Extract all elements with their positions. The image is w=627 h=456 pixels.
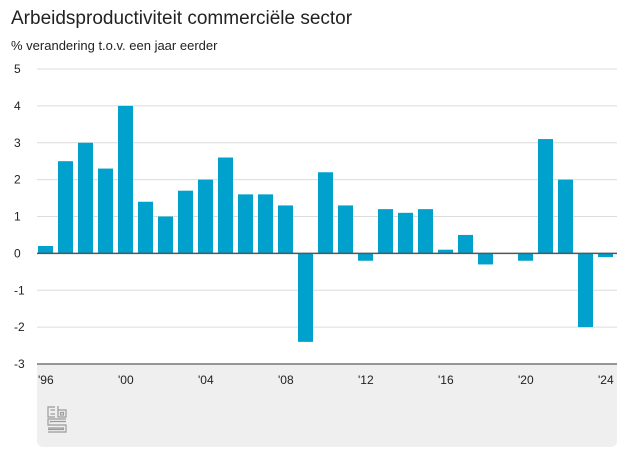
x-tick-label: '00 <box>118 373 134 387</box>
bar-2020 <box>518 253 533 261</box>
bar-2011 <box>338 205 353 254</box>
y-tick-label: -1 <box>14 283 25 297</box>
bar-2005 <box>218 157 233 254</box>
x-tick-label: '08 <box>278 373 294 387</box>
bar-1996 <box>38 246 53 254</box>
cbs-logo-icon <box>47 406 67 433</box>
bar-2015 <box>418 209 433 254</box>
bar-2018 <box>478 253 493 265</box>
x-tick-label: '16 <box>438 373 454 387</box>
bars <box>38 105 613 342</box>
axes <box>37 252 617 365</box>
y-tick-label: 4 <box>14 99 21 113</box>
bar-2000 <box>118 105 133 254</box>
x-tick-label: '12 <box>358 373 374 387</box>
bar-2008 <box>278 205 293 254</box>
y-tick-label: 1 <box>14 210 21 224</box>
bar-2006 <box>238 194 253 254</box>
footer-panel <box>37 364 617 447</box>
bar-2009 <box>298 253 313 342</box>
bar-2014 <box>398 212 413 254</box>
bar-1998 <box>78 142 93 254</box>
bar-2024 <box>598 253 613 258</box>
chart-title: Arbeidsproductiviteit commerciële sector <box>11 8 353 29</box>
y-tick-label: -3 <box>14 357 25 371</box>
x-tick-label: '96 <box>38 373 54 387</box>
y-tick-label: 2 <box>14 173 21 187</box>
x-tick-label: '20 <box>518 373 534 387</box>
bar-2022 <box>558 179 573 254</box>
bar-2023 <box>578 253 593 328</box>
bar-2012 <box>358 253 373 261</box>
y-axis-ticks: 5 4 3 2 1 0 -1 -2 -3 <box>14 62 25 371</box>
bar-2007 <box>258 194 273 254</box>
bar-2017 <box>458 234 473 254</box>
x-axis-ticks: '96 '00 '04 '08 '12 '16 '20 '24 <box>38 373 614 387</box>
y-tick-label: 0 <box>14 246 21 260</box>
y-tick-label: 5 <box>14 62 21 76</box>
x-tick-label: '04 <box>198 373 214 387</box>
bar-2013 <box>378 209 393 254</box>
chart-subtitle: % verandering t.o.v. een jaar eerder <box>11 38 218 53</box>
y-tick-label: 3 <box>14 136 21 150</box>
bar-2003 <box>178 190 193 254</box>
y-tick-label: -2 <box>14 320 25 334</box>
bar-2001 <box>138 201 153 254</box>
bar-2002 <box>158 216 173 254</box>
bar-1999 <box>98 168 113 254</box>
bar-1997 <box>58 161 73 254</box>
x-tick-label: '24 <box>598 373 614 387</box>
bar-2016 <box>438 249 453 254</box>
bar-2021 <box>538 139 553 254</box>
bar-2004 <box>198 179 213 254</box>
bar-2010 <box>318 172 333 254</box>
